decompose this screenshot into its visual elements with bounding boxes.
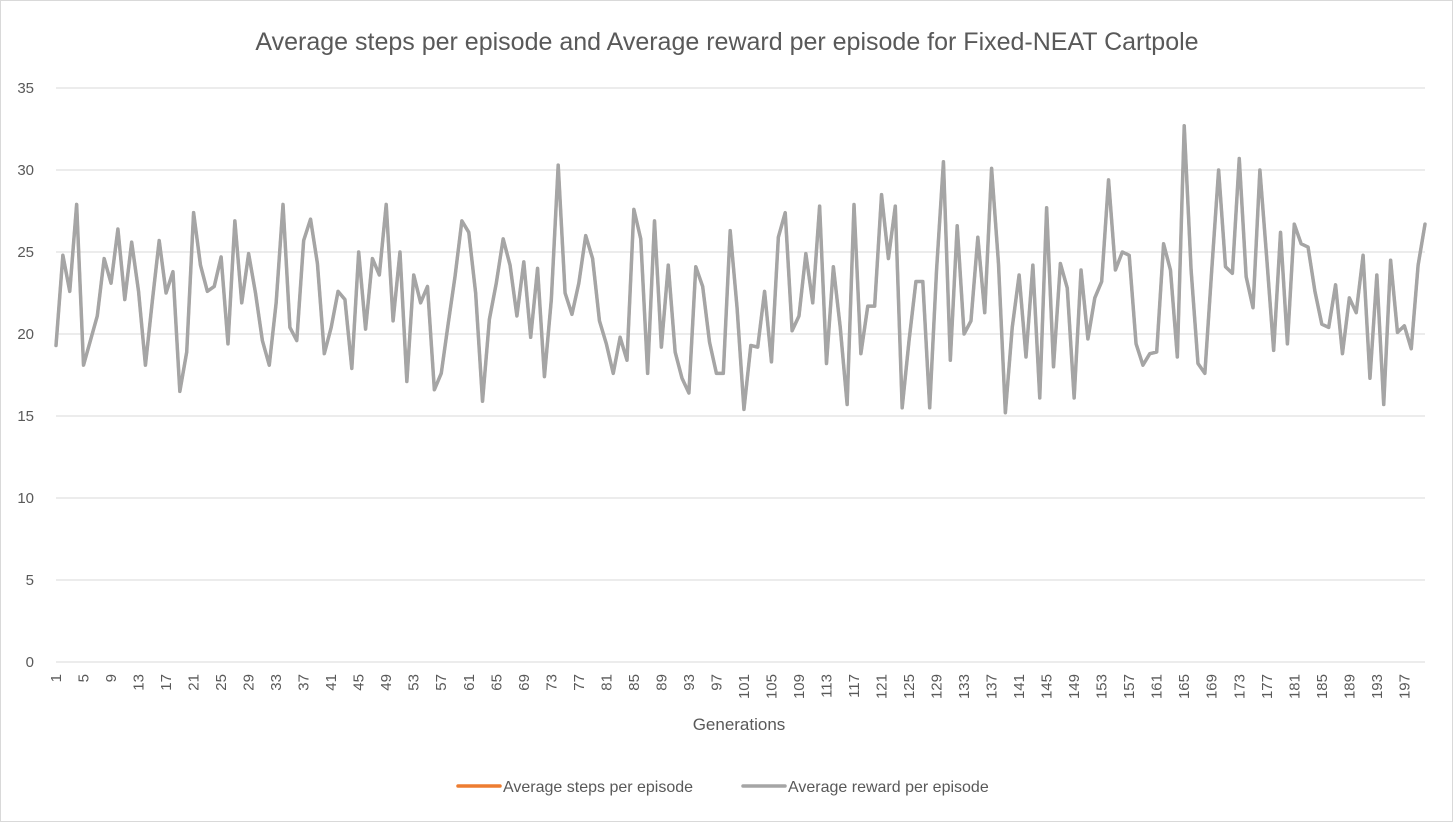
y-tick-label: 5	[26, 572, 34, 589]
x-tick-label: 1	[48, 674, 65, 682]
y-tick-label: 30	[17, 162, 34, 179]
x-tick-label: 5	[76, 674, 93, 682]
x-tick-label: 153	[1094, 674, 1111, 699]
x-tick-label: 181	[1286, 674, 1303, 699]
x-tick-label: 149	[1066, 674, 1083, 699]
x-tick-label: 93	[681, 674, 698, 691]
x-tick-label: 177	[1259, 674, 1276, 699]
x-tick-label: 33	[268, 674, 285, 691]
series-lines	[54, 123, 1427, 415]
chart-title: Average steps per episode and Average re…	[255, 28, 1198, 56]
x-axis-ticks: 1 5 9 13 17 21 25 29 33 37 41 45 49 53 57 61 65 69 73 77 81 8…	[48, 674, 1413, 699]
legend-label-1: Average steps per episode	[503, 779, 693, 796]
x-tick-label: 129	[929, 674, 946, 699]
x-tick-label: 113	[818, 674, 835, 698]
x-tick-label: 165	[1176, 674, 1193, 699]
x-tick-label: 41	[323, 674, 340, 691]
x-tick-label: 65	[488, 674, 505, 691]
x-tick-label: 101	[736, 674, 753, 699]
legend-label-2: Average reward per episode	[788, 779, 989, 796]
x-tick-label: 161	[1149, 674, 1166, 699]
y-tick-label: 0	[26, 654, 34, 671]
x-tick-label: 21	[186, 674, 203, 691]
x-tick-label: 81	[598, 674, 615, 691]
x-tick-label: 77	[571, 674, 588, 691]
y-tick-label: 35	[17, 80, 34, 97]
x-tick-label: 17	[158, 674, 175, 691]
x-tick-label: 13	[131, 674, 148, 691]
x-tick-label: 173	[1231, 674, 1248, 699]
x-tick-label: 125	[901, 674, 918, 699]
x-tick-label: 37	[296, 674, 313, 691]
x-tick-label: 105	[763, 674, 780, 699]
x-tick-label: 73	[543, 674, 560, 691]
x-tick-label: 197	[1396, 674, 1413, 699]
y-axis-ticks: 0 5 10 15 20 25 30 35	[17, 80, 34, 671]
y-tick-label: 25	[17, 244, 34, 261]
x-tick-label: 117	[846, 674, 863, 698]
x-tick-label: 157	[1121, 674, 1138, 699]
y-tick-label: 20	[17, 326, 34, 343]
x-tick-label: 89	[653, 674, 670, 691]
x-tick-label: 97	[708, 674, 725, 691]
x-tick-label: 53	[406, 674, 423, 691]
x-tick-label: 185	[1314, 674, 1331, 699]
x-axis-title: Generations	[693, 715, 786, 734]
y-tick-label: 15	[17, 408, 34, 425]
x-tick-label: 85	[626, 674, 643, 691]
x-tick-label: 69	[516, 674, 533, 691]
x-tick-label: 137	[984, 674, 1001, 699]
y-tick-label: 10	[17, 490, 34, 507]
x-tick-label: 145	[1039, 674, 1056, 699]
x-tick-label: 189	[1341, 674, 1358, 699]
x-tick-label: 9	[103, 674, 120, 682]
x-tick-label: 25	[213, 674, 230, 691]
series-line-2	[54, 123, 1427, 415]
x-tick-label: 193	[1369, 674, 1386, 699]
x-tick-label: 57	[433, 674, 450, 691]
x-tick-label: 169	[1204, 674, 1221, 699]
x-tick-label: 121	[874, 674, 891, 699]
x-tick-label: 109	[791, 674, 808, 699]
x-tick-label: 49	[378, 674, 395, 691]
x-tick-label: 133	[956, 674, 973, 699]
legend: Average steps per episode Average reward …	[456, 779, 989, 796]
x-tick-label: 29	[241, 674, 258, 691]
x-tick-label: 141	[1011, 674, 1028, 699]
x-tick-label: 61	[461, 674, 478, 691]
x-tick-label: 45	[351, 674, 368, 691]
